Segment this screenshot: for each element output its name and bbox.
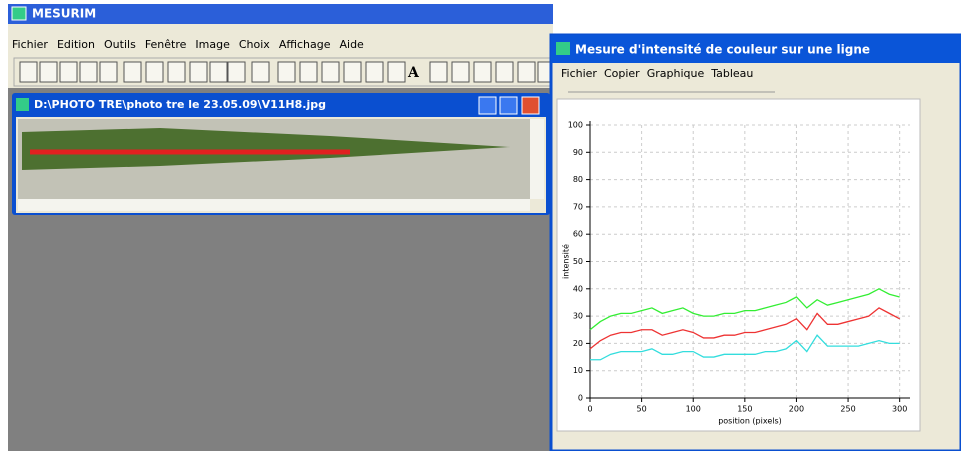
page: MESURIM Fichier Edition Outils Fenêtre Image… xyxy=(0,0,961,451)
main-title: MESURIM xyxy=(32,7,96,21)
menu-item[interactable]: Image xyxy=(195,38,230,51)
y-tick-label: 0 xyxy=(578,394,583,403)
x-tick-label: 50 xyxy=(637,405,647,414)
x-tick-label: 100 xyxy=(686,405,701,414)
toolbar-button[interactable] xyxy=(300,62,317,82)
text-tool[interactable]: A xyxy=(407,65,420,81)
toolbar-button[interactable] xyxy=(496,62,513,82)
toolbar-button[interactable] xyxy=(366,62,383,82)
app-icon xyxy=(12,7,26,20)
x-axis-label: position (pixels) xyxy=(718,417,782,426)
toolbar-button[interactable] xyxy=(430,62,447,82)
toolbar-button[interactable] xyxy=(124,62,141,82)
x-tick-label: 300 xyxy=(892,405,907,414)
toolbar-button[interactable] xyxy=(344,62,361,82)
toolbar-button[interactable] xyxy=(190,62,207,82)
toolbar-button[interactable] xyxy=(80,62,97,82)
toolbar-button[interactable] xyxy=(60,62,77,82)
toolbar-button[interactable] xyxy=(388,62,405,82)
menu-item[interactable]: Choix xyxy=(239,38,270,51)
x-tick-label: 200 xyxy=(789,405,804,414)
plot-panel xyxy=(557,99,920,431)
y-tick-label: 90 xyxy=(573,148,583,157)
menu-item[interactable]: Affichage xyxy=(279,38,331,51)
maximize-button[interactable] xyxy=(500,97,517,114)
v-scrollbar[interactable] xyxy=(530,119,544,199)
chart-icon xyxy=(556,42,570,55)
x-tick-label: 150 xyxy=(737,405,752,414)
toolbar-button[interactable] xyxy=(452,62,469,82)
y-tick-label: 20 xyxy=(573,339,583,348)
menu-item[interactable]: Fenêtre xyxy=(145,38,187,51)
toolbar-button[interactable] xyxy=(40,62,57,82)
x-tick-label: 0 xyxy=(587,405,592,414)
menu-item[interactable]: Edition xyxy=(57,38,95,51)
y-tick-label: 80 xyxy=(573,175,583,184)
y-tick-label: 60 xyxy=(573,230,583,239)
toolbar-button[interactable] xyxy=(20,62,37,82)
menu-item[interactable]: Aide xyxy=(339,38,364,51)
toolbar-button[interactable] xyxy=(100,62,117,82)
h-scrollbar[interactable] xyxy=(18,199,530,211)
toolbar-button[interactable] xyxy=(146,62,163,82)
y-tick-label: 50 xyxy=(573,257,583,266)
toolbar-button[interactable] xyxy=(228,62,245,82)
toolbar-button[interactable] xyxy=(252,62,269,82)
minimize-button[interactable] xyxy=(479,97,496,114)
toolbar-button[interactable] xyxy=(168,62,185,82)
menu-item[interactable]: Tableau xyxy=(710,67,753,80)
toolbar-button[interactable] xyxy=(278,62,295,82)
chart-window-title: Mesure d'intensité de couleur sur une li… xyxy=(575,43,870,57)
toolbar-button[interactable] xyxy=(322,62,339,82)
menu-item[interactable]: Fichier xyxy=(12,38,48,51)
x-tick-label: 250 xyxy=(840,405,855,414)
y-tick-label: 30 xyxy=(573,312,583,321)
menu-item[interactable]: Outils xyxy=(104,38,136,51)
y-axis-label: intensité xyxy=(561,244,571,279)
y-tick-label: 100 xyxy=(568,121,583,130)
toolbar-button[interactable] xyxy=(518,62,535,82)
close-button[interactable] xyxy=(522,97,539,114)
child-title: D:\PHOTO TRE\photo tre le 23.05.09\V11H8… xyxy=(34,98,326,111)
menu-item[interactable]: Fichier xyxy=(561,67,597,80)
child-icon xyxy=(16,98,29,111)
y-tick-label: 40 xyxy=(573,284,583,293)
y-tick-label: 10 xyxy=(573,366,583,375)
toolbar-button[interactable] xyxy=(210,62,227,82)
screen: MESURIM Fichier Edition Outils Fenêtre Image… xyxy=(0,0,961,451)
menu-item[interactable]: Copier xyxy=(604,67,640,80)
toolbar-button[interactable] xyxy=(474,62,491,82)
y-tick-label: 70 xyxy=(573,202,583,211)
menu-item[interactable]: Graphique xyxy=(647,67,705,80)
